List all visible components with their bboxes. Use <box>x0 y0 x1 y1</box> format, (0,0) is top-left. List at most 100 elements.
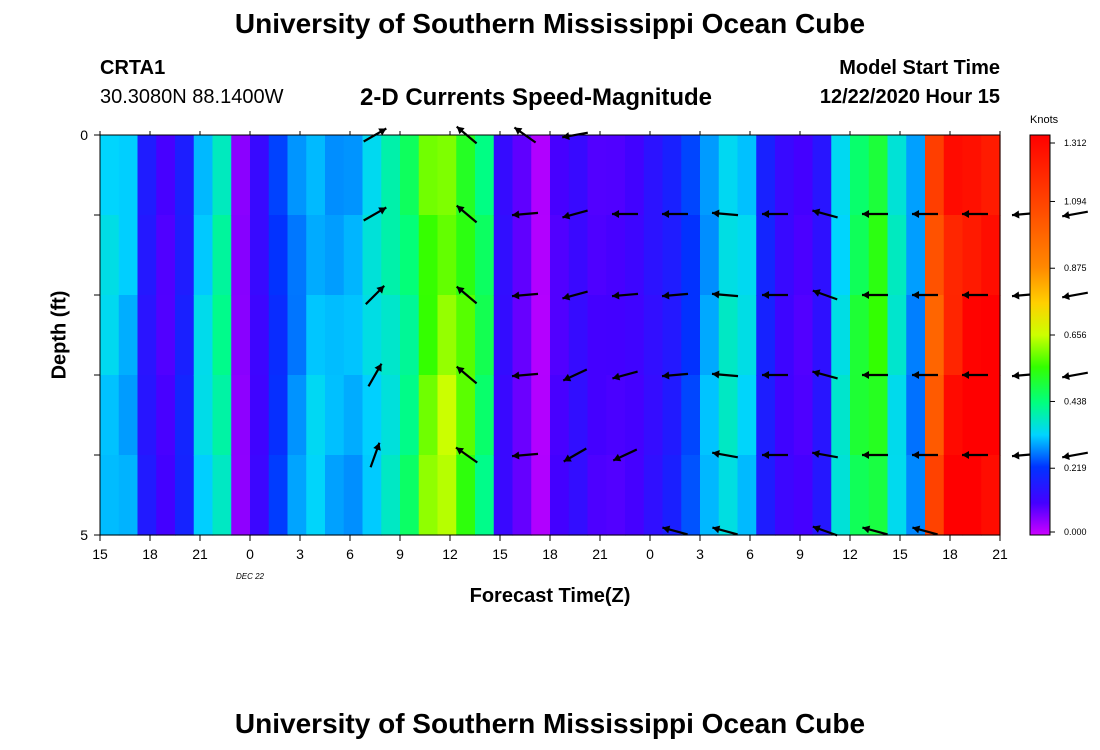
current-vector-arrow <box>862 525 888 536</box>
heatmap-cell <box>268 295 289 376</box>
heatmap-cell <box>775 375 795 456</box>
heatmap-cell <box>887 135 907 216</box>
heatmap-cell <box>325 375 345 456</box>
heatmap-cell <box>306 455 326 536</box>
date-labels: DEC 22DEC 23DEC 24 <box>236 572 265 581</box>
heatmap-cell <box>606 455 626 536</box>
heatmap-cell <box>756 215 776 296</box>
heatmap-cell <box>718 135 739 216</box>
current-vector-arrow <box>367 363 383 387</box>
heatmap-cell <box>925 135 945 216</box>
heatmap-cell <box>550 455 570 536</box>
heatmap-cell <box>287 455 307 536</box>
heatmap-cell <box>231 135 251 216</box>
heatmap-cell <box>868 295 889 376</box>
heatmap-cell <box>212 455 232 536</box>
current-vector-arrow <box>455 446 478 464</box>
heatmap-cell <box>831 295 851 376</box>
heatmap-cell <box>418 215 439 296</box>
current-vector-arrow <box>511 451 539 460</box>
heatmap-cell <box>700 215 720 296</box>
current-vector-arrow <box>812 525 838 537</box>
x-tick-label: 12 <box>442 546 458 562</box>
current-vector-arrow <box>562 290 588 301</box>
heatmap-cell <box>512 135 532 216</box>
y-tick-label: 5 <box>80 527 88 543</box>
heatmap-cell <box>868 375 889 456</box>
heatmap-cell <box>381 135 401 216</box>
heatmap-cell <box>550 135 570 216</box>
current-vector-arrow <box>912 291 938 299</box>
colorbar-tick-label: 0.000 <box>1064 527 1087 537</box>
heatmap-cell <box>400 295 420 376</box>
heatmap-cell <box>962 215 982 296</box>
heatmap-cell <box>231 455 251 536</box>
heatmap-cell <box>962 135 982 216</box>
heatmap-cell <box>643 295 664 376</box>
x-tick-label: 15 <box>92 546 108 562</box>
heatmap-cell <box>606 295 626 376</box>
heatmap-cell <box>418 375 439 456</box>
heatmap-cell <box>887 455 907 536</box>
heatmap-cell <box>868 455 889 536</box>
heatmap-cell <box>662 295 682 376</box>
heatmap-cell <box>193 215 214 296</box>
heatmap-cell <box>306 295 326 376</box>
chart-title: 2-D Currents Speed-Magnitude <box>360 84 713 111</box>
heatmap-cell <box>137 455 157 536</box>
heatmap-cell <box>906 135 926 216</box>
heatmap-cell <box>831 455 851 536</box>
heatmap-cell <box>718 215 739 296</box>
heatmap-cell <box>793 215 814 296</box>
x-tick-label: 18 <box>942 546 958 562</box>
heatmap-cell <box>437 455 457 536</box>
heatmap-cell <box>287 135 307 216</box>
heatmap-cell <box>418 455 439 536</box>
heatmap-cell <box>587 215 607 296</box>
heatmap-cell <box>887 215 907 296</box>
heatmap-cell <box>362 375 382 456</box>
current-vector-arrow <box>812 289 838 301</box>
heatmap-cell <box>681 455 701 536</box>
heatmap-cell <box>531 295 551 376</box>
colorbar-tick-label: 0.219 <box>1064 463 1087 473</box>
heatmap-cell <box>418 135 439 216</box>
x-tick-label: 6 <box>346 546 354 562</box>
heatmap-cell <box>850 215 870 296</box>
x-tick-label: 15 <box>892 546 908 562</box>
current-vector-arrow <box>365 285 385 305</box>
heatmap-cell <box>662 455 682 536</box>
current-vector-arrow <box>762 210 788 218</box>
current-vector-arrow <box>912 371 938 379</box>
current-vector-arrow <box>612 448 638 462</box>
x-tick-label: 18 <box>142 546 158 562</box>
heatmap-cell <box>118 375 139 456</box>
heatmap-cell <box>606 135 626 216</box>
heatmap-cell <box>493 455 514 536</box>
heatmap-cell <box>100 375 120 456</box>
heatmap-cell <box>775 135 795 216</box>
heatmap-cell <box>437 295 457 376</box>
heatmap-cell <box>625 135 645 216</box>
x-tick-label: 3 <box>696 546 704 562</box>
heatmap-cell <box>118 455 139 536</box>
heatmap-cell <box>850 295 870 376</box>
x-axis-label: Forecast Time(Z) <box>469 585 631 607</box>
heatmap-cell <box>737 135 757 216</box>
current-vector-arrow <box>511 371 539 380</box>
heatmap-cell <box>250 455 270 536</box>
heatmap-cell <box>700 455 720 536</box>
current-vectors <box>363 125 1088 537</box>
current-vector-arrow <box>1062 371 1088 380</box>
heatmap-cell <box>475 215 495 296</box>
heatmap-cell <box>962 295 982 376</box>
current-vector-arrow <box>661 291 689 300</box>
x-tick-label: 18 <box>542 546 558 562</box>
current-vector-arrow <box>612 210 638 218</box>
heatmap-cell <box>343 455 364 536</box>
heatmap-cell <box>587 375 607 456</box>
heatmap-cell <box>268 135 289 216</box>
current-vector-arrow <box>711 370 739 379</box>
heatmap-cell <box>887 295 907 376</box>
heatmap-cell <box>175 295 195 376</box>
